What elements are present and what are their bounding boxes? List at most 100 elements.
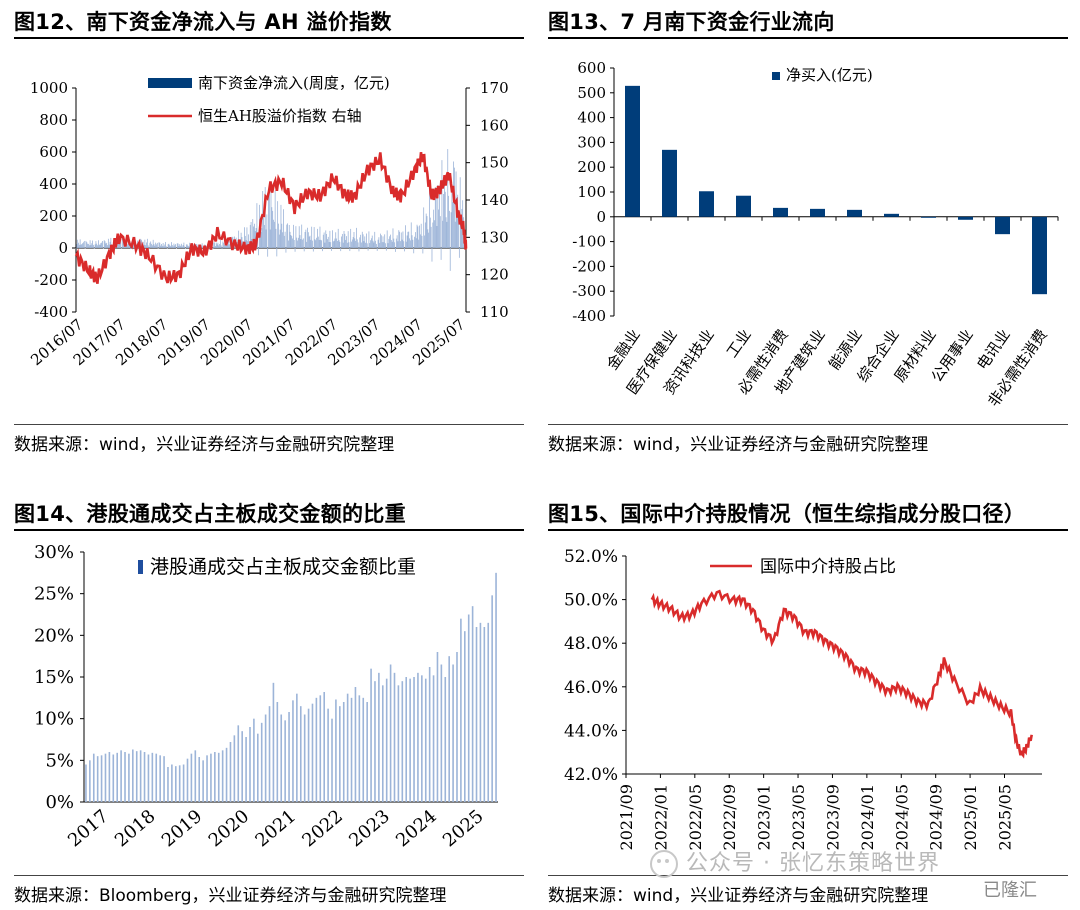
fig14-bar [331, 718, 333, 802]
fig13-chart: -400-300-200-1000100200300400500600金融业医疗… [572, 59, 1059, 410]
fig13-bar [699, 191, 714, 217]
fig14-bar [229, 742, 232, 802]
fig14-bar [319, 695, 322, 802]
fig14-bar [167, 767, 169, 802]
fig13-bar [625, 85, 640, 217]
fig14-xtick-label: 2019 [158, 806, 207, 852]
fig14-bar [491, 595, 493, 802]
fig14-bar [323, 692, 325, 802]
fig13-bar [1032, 216, 1047, 295]
fig14-ytick-label: 20% [34, 625, 74, 646]
fig14-bar [475, 627, 478, 802]
fig14-bar [260, 722, 263, 802]
fig12-ytick-left-label: 600 [39, 143, 68, 161]
fig14-xtick-label: 2025 [439, 806, 488, 852]
fig15-ytick-label: 44.0% [564, 721, 618, 741]
fig12-legend-label-bar: 南下资金净流入(周度，亿元) [198, 74, 390, 92]
fig13-ytick-label: 200 [577, 158, 606, 176]
fig15-title: 图15、国际中介持股情况（恒生综指成分股口径） [548, 502, 1026, 526]
fig12-ytick-left-label: 200 [39, 207, 68, 225]
panel-fig15: 图15、国际中介持股情况（恒生综指成分股口径） 42.0% 44.0% 46.0% 4… [548, 492, 1068, 910]
fig14-bar [159, 755, 161, 802]
fig14-bar [198, 757, 201, 802]
fig14-legend-label: 港股通成交占主板成交金额比重 [150, 556, 416, 578]
fig14-bar [327, 708, 329, 802]
panel-fig13: 图13、7 月南下资金行业流向 -400 -300 -200 -100 0 100 200 3… [548, 0, 1068, 460]
fig14-legend-swatch [138, 560, 143, 574]
fig14-ytick-label: 30% [34, 542, 74, 563]
fig14-xtick-label: 2021 [252, 806, 301, 852]
fig14-bar [174, 766, 177, 802]
fig12-source-rule [14, 424, 524, 425]
fig15-legend-label: 国际中介持股占比 [760, 557, 896, 577]
fig14-bar [417, 672, 419, 802]
fig15-xtick-label: 2024/01 [858, 784, 877, 850]
fig14-bar [202, 760, 204, 802]
fig14-bar [116, 752, 118, 802]
fig14-bar [460, 618, 462, 802]
fig14-bar [120, 750, 122, 802]
fig14-bar [471, 606, 474, 802]
fig14-ytick-label: 5% [45, 750, 74, 771]
fig13-title-rule [548, 37, 1068, 39]
fig14-bar [315, 697, 318, 802]
fig14-bar [147, 754, 150, 802]
fig15-xtick-label: 2023/09 [823, 784, 842, 850]
fig14-bar [280, 714, 283, 802]
fig13-title: 图13、7 月南下资金行业流向 [548, 10, 835, 34]
fig14-bar [194, 750, 197, 802]
fig13-ytick-label: 0 [596, 208, 606, 226]
fig14-source-rule [14, 875, 524, 876]
fig14-bar [139, 750, 142, 802]
fig14-bar [108, 752, 111, 802]
fig14-bar [495, 572, 497, 802]
fig14-bar [143, 752, 146, 802]
fig13-ytick-label: -400 [572, 307, 606, 325]
fig14-bar [397, 685, 400, 802]
fig14-bar [284, 720, 286, 802]
fig14-bar [214, 752, 216, 802]
fig12-ytick-left-label: -400 [34, 303, 68, 321]
fig15-ytick-label: 52.0% [564, 547, 618, 567]
fig12-ytick-left-label: 400 [39, 175, 68, 193]
fig14-xtick-label: 2022 [298, 806, 347, 852]
fig13-category-label: 工业 [723, 326, 755, 361]
fig14-bar [483, 627, 486, 802]
fig14-bar [393, 672, 396, 802]
fig14-bar [151, 752, 154, 802]
fig13-bar [662, 149, 677, 217]
panel-fig14: 图14、港股通成交占主板成交金额的比重 0% 5% 10% 15% 20% 25% 30% 2… [14, 492, 524, 910]
fig14-bar [409, 678, 411, 802]
fig14-bar [374, 681, 376, 802]
fig14-bar [346, 693, 349, 802]
watermark-text: 公众号 · 张忆东策略世界 [686, 851, 940, 876]
fig13-bar [773, 207, 788, 217]
fig13-ytick-label: 100 [577, 183, 606, 201]
wechat-icon [650, 850, 678, 878]
fig14-bar [362, 697, 365, 802]
fig14-ytick-label: 25% [34, 584, 74, 605]
fig15-ytick-label: 42.0% [564, 765, 618, 785]
fig14-bar [268, 706, 271, 802]
fig15-xtick-label: 2025/05 [995, 784, 1014, 850]
fig13-bar [810, 208, 825, 217]
fig14-bar [288, 712, 290, 802]
fig14-bar [257, 733, 259, 802]
fig14-bar [163, 756, 165, 802]
fig14-bar [112, 754, 115, 802]
fig14-bar [303, 714, 306, 802]
fig14-bar [276, 702, 279, 802]
fig14-bar [350, 697, 353, 802]
fig13-ytick-label: 600 [577, 59, 606, 77]
fig13-legend-swatch [772, 72, 780, 80]
fig14-bar [85, 764, 87, 802]
fig12-ytick-left-label: 800 [39, 111, 68, 129]
fig14-bar [339, 706, 341, 802]
fig13-source: 数据来源：wind，兴业证券经济与金融研究院整理 [548, 435, 929, 455]
panel-fig12: 图12、南下资金净流入与 AH 溢价指数 -400 -200 0 200 400 600 8… [14, 0, 524, 460]
fig14-bar [104, 753, 107, 802]
fig14-bar [190, 753, 193, 802]
fig14-bar [132, 749, 134, 802]
fig14-bar [440, 664, 443, 802]
watermark-corner: 已隆汇 [983, 880, 1037, 901]
